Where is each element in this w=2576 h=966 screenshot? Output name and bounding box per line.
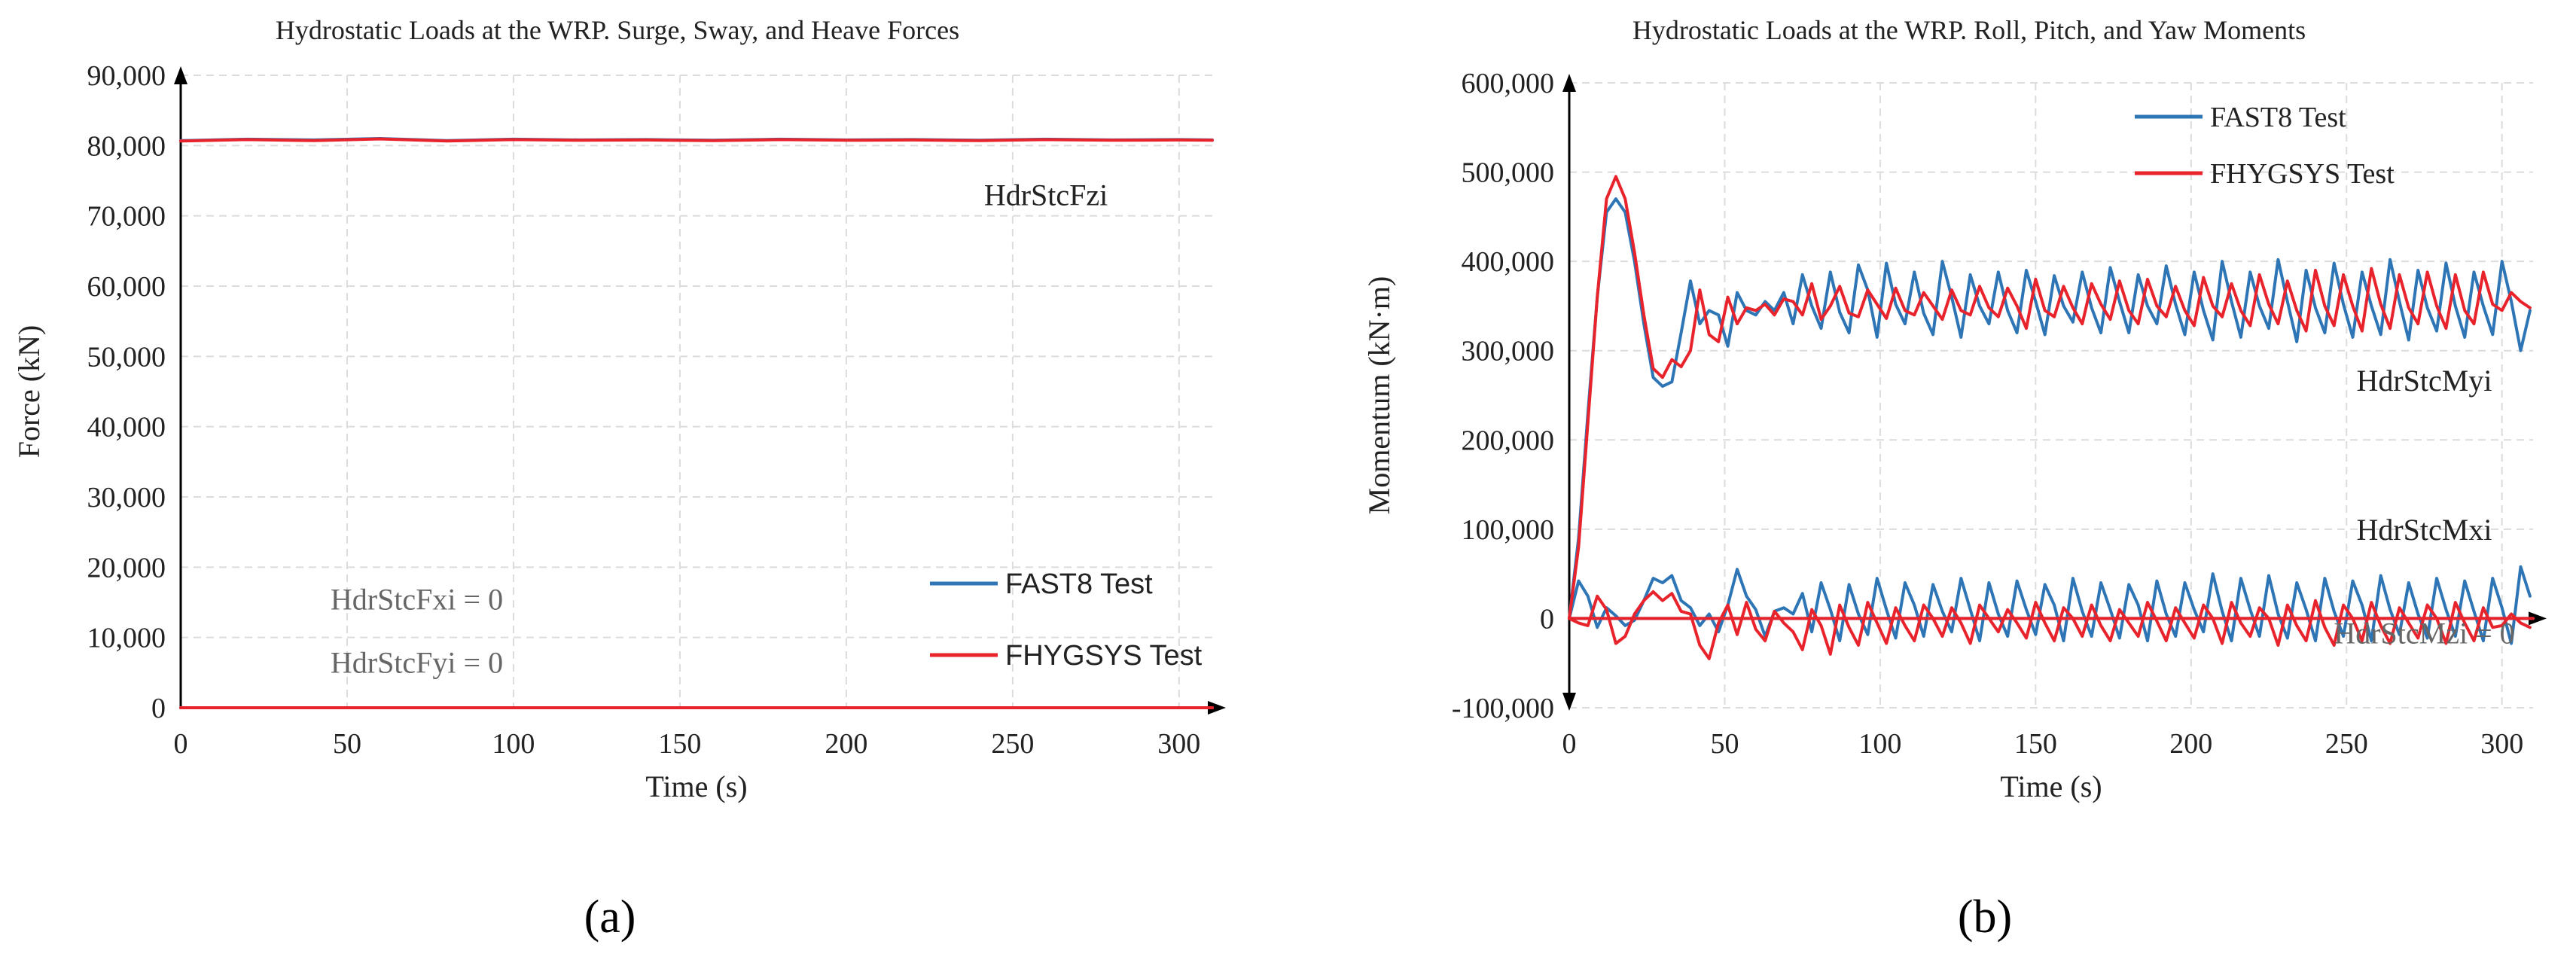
y-axis-label: Force (kN) (12, 325, 46, 459)
series-line-fhygsys-hdrstcfzi (179, 137, 1214, 143)
y-tick-label: 0 (151, 693, 166, 724)
x-tick-label: 0 (1562, 728, 1577, 760)
y-tick-label: 90,000 (87, 60, 166, 92)
x-tick-label: 300 (1157, 728, 1200, 760)
x-tick-label: 200 (825, 728, 867, 760)
y-tick-label: 0 (1540, 603, 1554, 635)
x-tick-label: 100 (1858, 728, 1901, 760)
y-tick-label: 60,000 (87, 271, 166, 303)
x-tick-label: 250 (2325, 728, 2368, 760)
panel-b-chart: 0 50 100 150 200 250 300 -100,000 0 100,000 200,00… (1362, 15, 2547, 803)
annotation-label: HdrStcMzi = 0 (2334, 617, 2514, 651)
y-tick-label: 300,000 (1462, 336, 1555, 367)
x-axis-label: Time (s) (645, 769, 747, 803)
y-tick-label: 40,000 (87, 412, 166, 443)
y-tick-label: 50,000 (87, 341, 166, 373)
y-tick-label: 70,000 (87, 201, 166, 233)
y-axis-label: Momentum (kN·m) (1362, 276, 1396, 515)
y-tick-label: 500,000 (1462, 157, 1555, 189)
y-tick-label: 400,000 (1462, 246, 1555, 278)
y-tick-label: 200,000 (1462, 425, 1555, 456)
y-tick-label: 80,000 (87, 130, 166, 162)
legend-label: FHYGSYS Test (1005, 640, 1203, 672)
annotation-label: HdrStcMxi (2356, 513, 2492, 547)
x-tick-label: 150 (2014, 728, 2057, 760)
y-tick-label: 600,000 (1462, 68, 1555, 99)
legend-label: FAST8 Test (2210, 102, 2346, 133)
x-axis-arrow-icon (1208, 701, 1226, 715)
series-line-fhygsys-hdrstcmxi (1568, 590, 2532, 660)
x-tick-label: 200 (2169, 728, 2212, 760)
x-tick-label: 50 (1710, 728, 1739, 760)
panel-a-chart: 0 50 100 150 200 250 300 0 10,000 20,000 30,000 40,… (12, 15, 1226, 803)
annotation-label: HdrStcFzi (984, 178, 1108, 212)
caption-b: (b) (1958, 891, 2012, 943)
x-tick-label: 300 (2480, 728, 2523, 760)
y-tick-label: 20,000 (87, 552, 166, 584)
x-axis-label: Time (s) (2000, 769, 2102, 803)
legend-label: FAST8 Test (1005, 568, 1153, 600)
annotation-label: HdrStcFyi = 0 (331, 645, 503, 679)
series-line-fhygsys-hdrstcmyi (1568, 175, 2532, 620)
chart-title: Hydrostatic Loads at the WRP. Roll, Pitc… (1632, 15, 2306, 45)
x-tick-label: 0 (174, 728, 188, 760)
y-axis-arrow-down-icon (1562, 693, 1576, 711)
y-tick-label: 10,000 (87, 623, 166, 654)
x-tick-label: 150 (658, 728, 701, 760)
y-axis-arrow-icon (174, 66, 187, 84)
caption-a: (a) (584, 891, 636, 943)
x-axis-arrow-icon (2529, 611, 2547, 626)
annotation-label: HdrStcMyi (2356, 364, 2492, 398)
x-tick-label: 100 (492, 728, 535, 760)
y-tick-label: -100,000 (1452, 693, 1554, 724)
x-tick-label: 250 (991, 728, 1034, 760)
y-tick-label: 100,000 (1462, 514, 1555, 546)
x-tick-label: 50 (333, 728, 361, 760)
legend-label: FHYGSYS Test (2210, 158, 2395, 190)
annotation-label: HdrStcFxi = 0 (331, 582, 503, 616)
y-axis-arrow-icon (1562, 74, 1576, 92)
y-tick-label: 30,000 (87, 482, 166, 513)
chart-title: Hydrostatic Loads at the WRP. Surge, Swa… (276, 15, 959, 45)
series-line-fast8-hdrstcmyi (1568, 197, 2532, 620)
series-line-fast8-hdrstcmxi (1568, 565, 2532, 645)
